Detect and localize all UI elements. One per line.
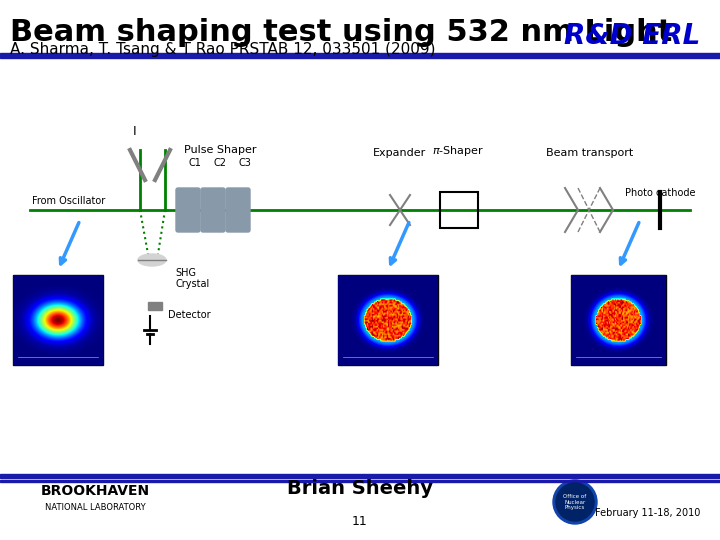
Text: R&D ERL: R&D ERL: [564, 22, 700, 50]
Bar: [148, 302, 162, 310]
Bar: [0, 474, 720, 478]
Bar: [570, 275, 665, 365]
Text: 11: 11: [352, 515, 368, 528]
Text: Beam transport: Beam transport: [546, 148, 634, 158]
Text: From Oscillator: From Oscillator: [32, 196, 105, 206]
Text: Beam shaping test using 532 nm Light: Beam shaping test using 532 nm Light: [10, 18, 672, 47]
Bar: [0, 53, 720, 58]
Bar: [0, 58, 720, 474]
Text: Brian Sheehy: Brian Sheehy: [287, 479, 433, 498]
Text: BROOKHAVEN: BROOKHAVEN: [40, 484, 150, 498]
Text: C3: C3: [238, 158, 251, 168]
Circle shape: [556, 483, 594, 521]
Text: C2: C2: [214, 158, 227, 168]
FancyBboxPatch shape: [201, 188, 225, 232]
Text: February 11-18, 2010: February 11-18, 2010: [595, 508, 700, 518]
Bar: [440, 192, 478, 228]
Text: C1: C1: [189, 158, 202, 168]
Circle shape: [553, 480, 597, 524]
Text: Pulse Shaper: Pulse Shaper: [184, 145, 256, 155]
Text: $\pi$-Shaper: $\pi$-Shaper: [432, 144, 484, 158]
Text: I: I: [133, 125, 137, 138]
FancyBboxPatch shape: [176, 188, 200, 232]
Text: Photo cathode: Photo cathode: [625, 188, 696, 198]
Text: A. Sharma, T. Tsang & T Rao PRSTAB 12, 033501 (2009): A. Sharma, T. Tsang & T Rao PRSTAB 12, 0…: [10, 42, 436, 57]
Text: Detector: Detector: [168, 310, 211, 320]
Text: NATIONAL LABORATORY: NATIONAL LABORATORY: [45, 503, 145, 512]
FancyBboxPatch shape: [226, 188, 250, 232]
Text: SHG: SHG: [175, 268, 196, 278]
Text: Expander: Expander: [374, 148, 427, 158]
Text: Crystal: Crystal: [175, 279, 210, 289]
Text: Office of
Nuclear
Physics: Office of Nuclear Physics: [563, 494, 587, 510]
Bar: [338, 275, 438, 365]
Ellipse shape: [138, 254, 166, 266]
Bar: [0, 480, 720, 482]
Bar: [13, 275, 103, 365]
